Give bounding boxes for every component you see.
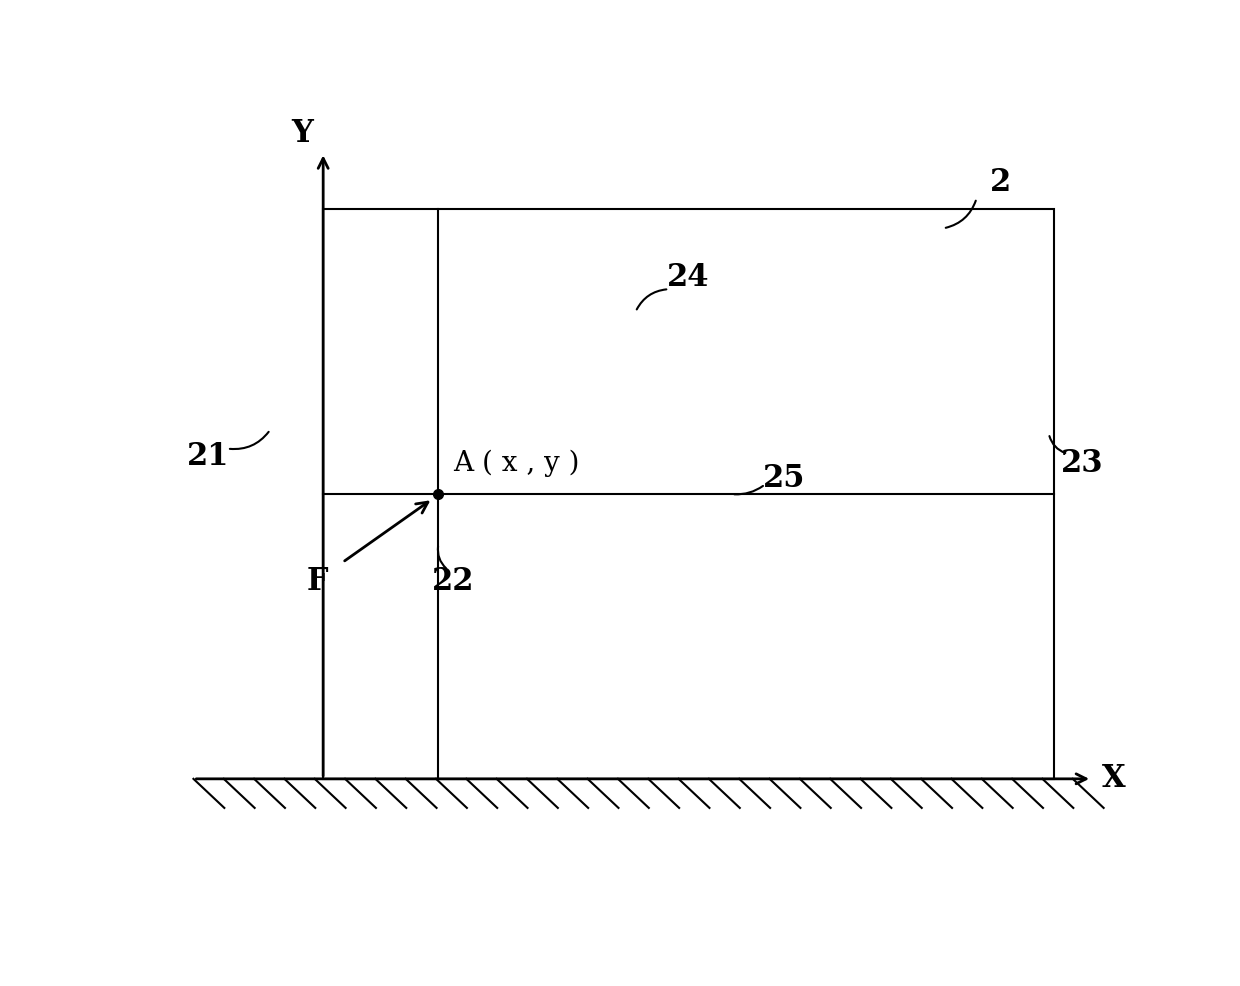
Text: Y: Y: [291, 117, 312, 149]
Text: X: X: [1101, 763, 1126, 795]
Text: F: F: [306, 566, 327, 598]
Text: 25: 25: [764, 463, 806, 494]
Text: 2: 2: [990, 168, 1012, 198]
Text: A ( x , y ): A ( x , y ): [453, 450, 579, 477]
Text: 24: 24: [667, 262, 709, 293]
Text: 23: 23: [1061, 449, 1104, 479]
Text: 21: 21: [187, 441, 229, 471]
Text: 22: 22: [432, 566, 474, 597]
